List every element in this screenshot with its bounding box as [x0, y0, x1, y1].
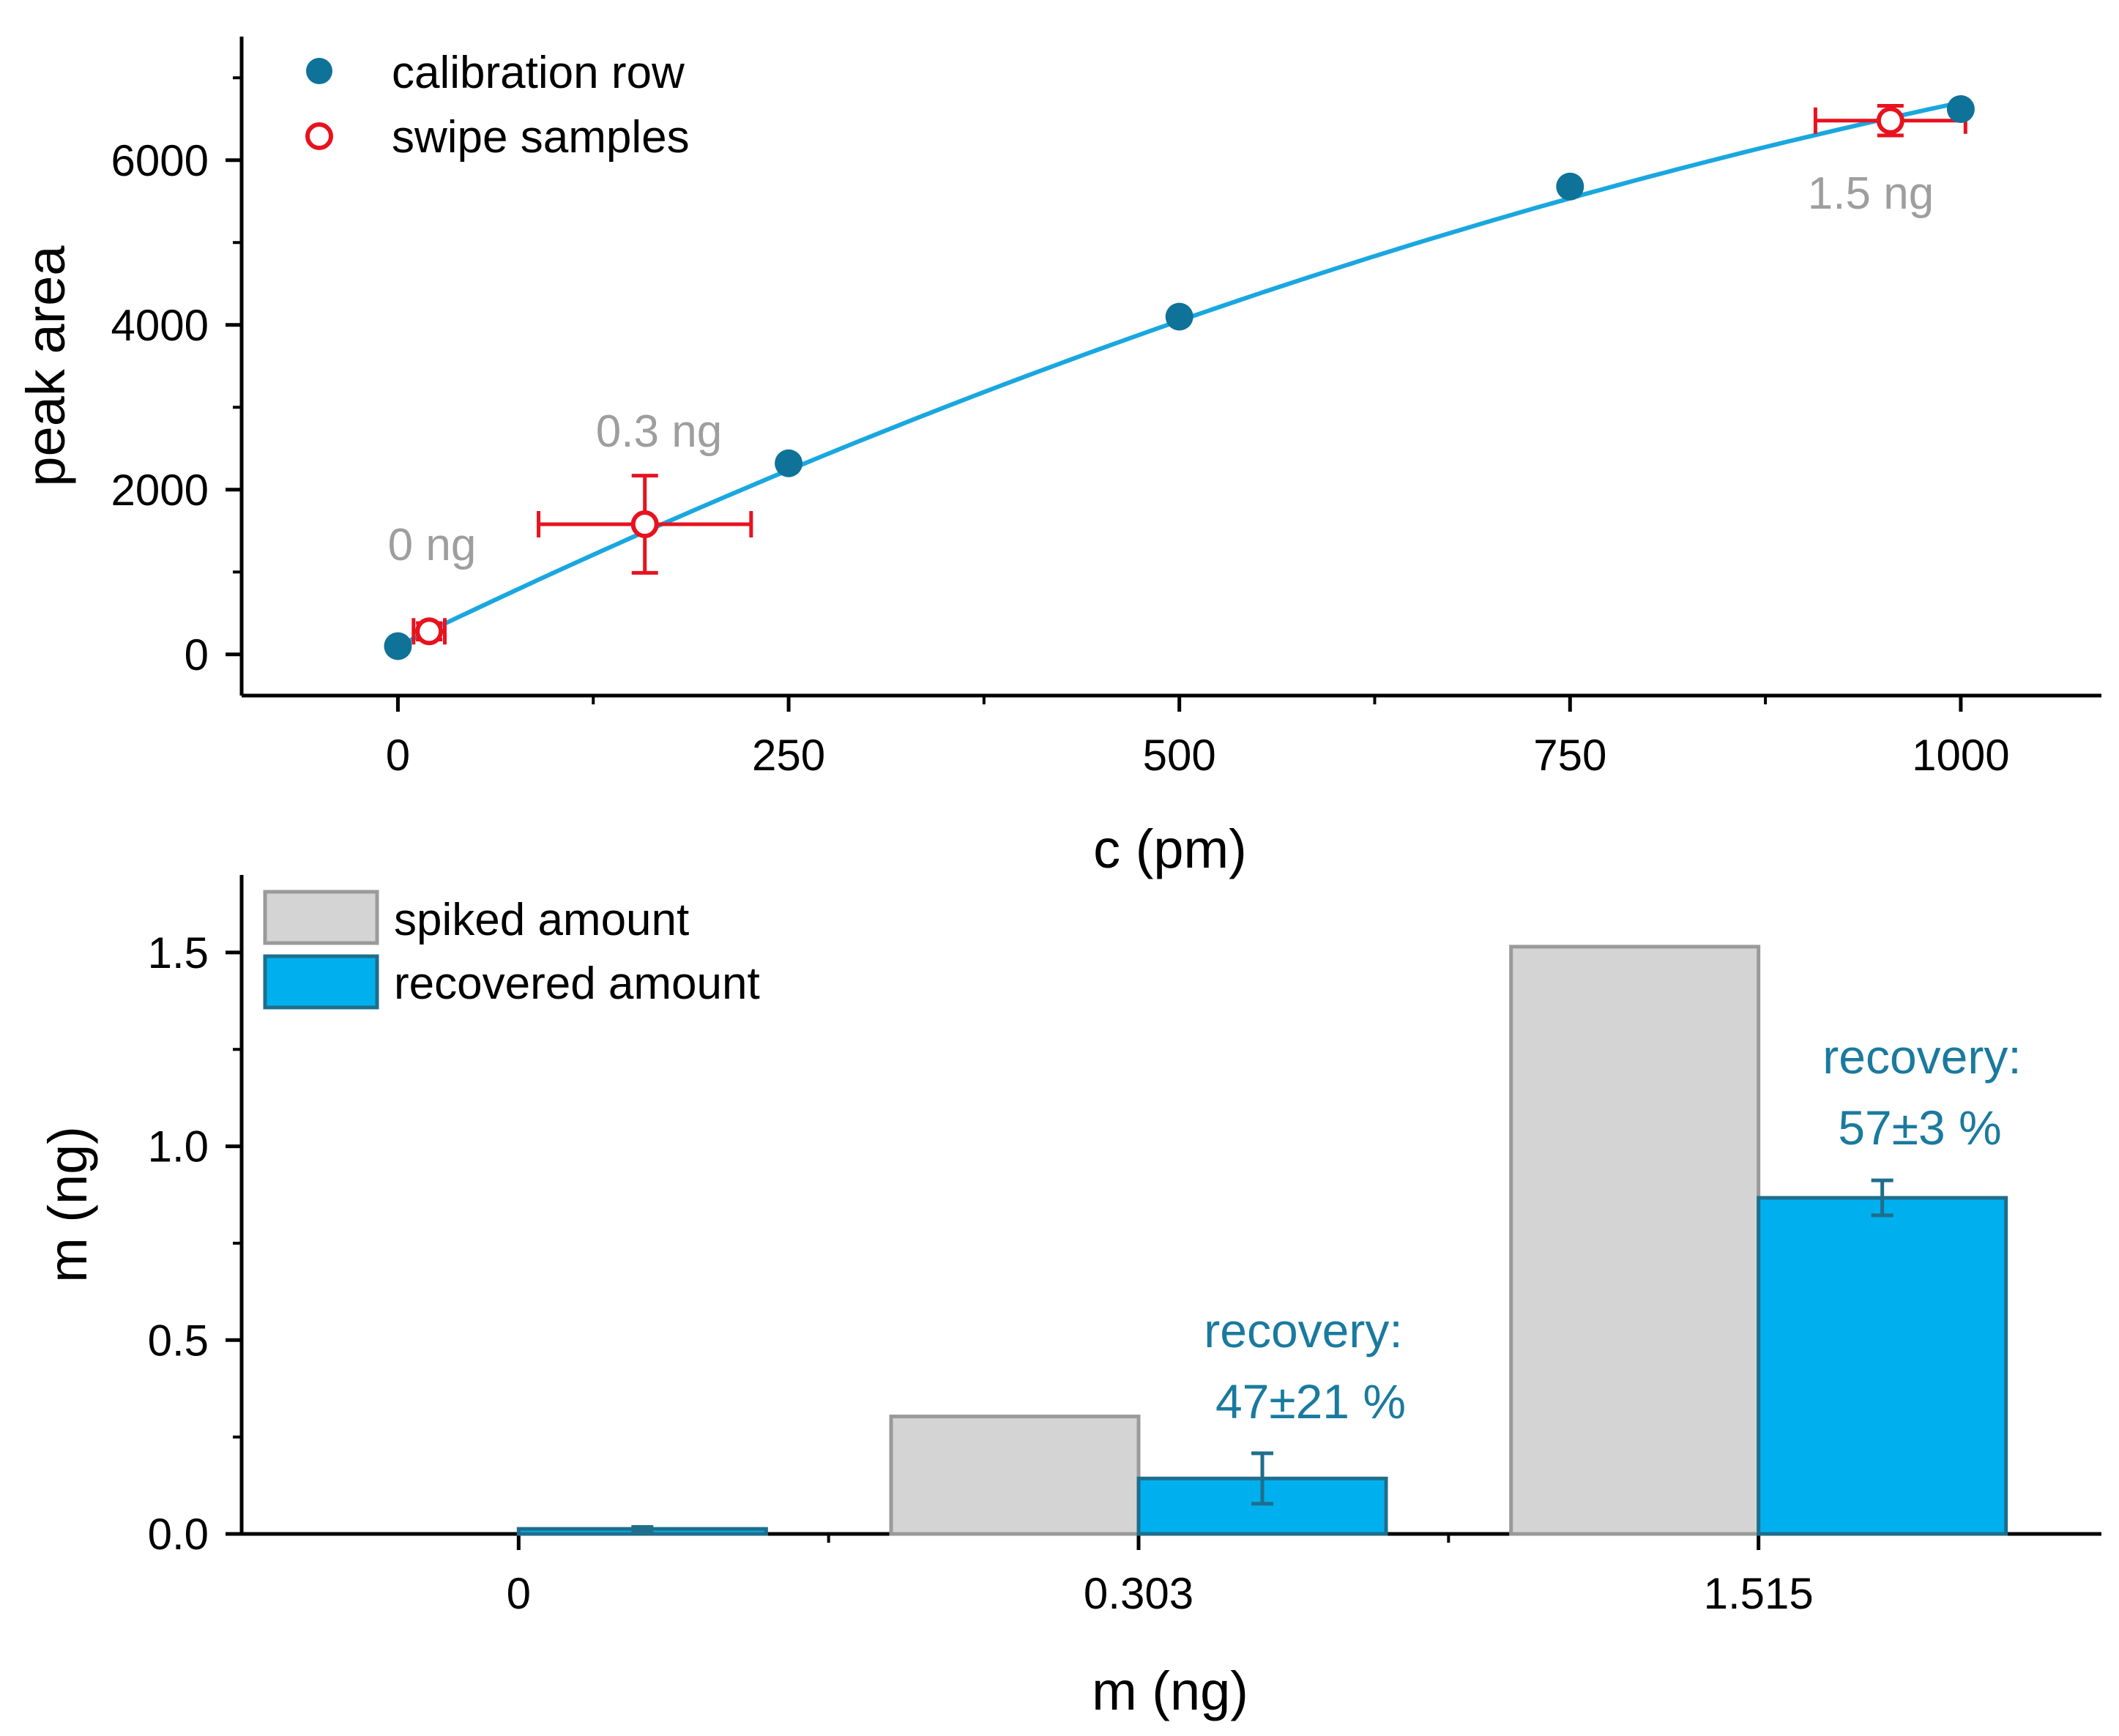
swipe-label-0.3ng: 0.3 ng: [596, 406, 722, 457]
bottom-y-tick-label: 1.0: [148, 1122, 209, 1171]
bar-spiked-amount: [889, 1415, 1141, 1536]
bottom-x-axis-title: m (ng): [1092, 1661, 1248, 1721]
calibration-marks: [384, 95, 1975, 660]
calibration-point: [384, 632, 412, 660]
bottom-y-axis-title: m (ng): [37, 1126, 98, 1283]
legend-swatch-recovered: [263, 954, 379, 1010]
recovery-annotation-2-line1: recovery:: [1822, 1029, 2021, 1084]
recovery-annotation-1-line2: 47±21 %: [1215, 1374, 1406, 1428]
recovery-bars: [516, 945, 2008, 1536]
recovery-annotations: recovery: 47±21 % recovery: 57±3 %: [1204, 1029, 2021, 1428]
bottom-x-tick-label: 0.303: [1084, 1569, 1193, 1618]
recovery-panel: 0 0.303 1.515 0.0 0.5 1.0 1.5 m (ng) m (ng) sp…: [37, 875, 2101, 1721]
swipe-label-1.5ng: 1.5 ng: [1808, 168, 1934, 219]
swipe-sample-point: [630, 510, 659, 538]
bar-recovered-amount: [1757, 1196, 2008, 1536]
recovery-legend: spiked amount recovered amount: [263, 890, 760, 1010]
bottom-y-tick-label: 1.5: [148, 928, 209, 977]
top-x-tick-label: 250: [752, 731, 825, 780]
top-y-tick-label: 0: [185, 630, 209, 679]
calibration-panel: 0 250 500 750 1000 0 2000 4000 6000 c (pm) peak …: [15, 37, 2101, 879]
legend-swatch-spiked: [263, 890, 379, 945]
legend-marker-swipe: [305, 122, 333, 150]
legend-label-spiked: spiked amount: [394, 895, 689, 945]
bottom-x-tick-label: 1.515: [1704, 1569, 1814, 1618]
legend-label-swipe: swipe samples: [392, 112, 690, 163]
swipe-sample-point: [415, 617, 444, 646]
legend-label-recovered: recovered amount: [394, 958, 760, 1009]
calibration-axes: 0 250 500 750 1000 0 2000 4000 6000: [111, 37, 2101, 780]
top-x-tick-label: 500: [1143, 731, 1216, 780]
legend-label-calibration: calibration row: [392, 48, 685, 98]
bottom-x-tick-label: 0: [507, 1569, 531, 1618]
top-y-tick-label: 6000: [111, 136, 209, 185]
top-x-tick-label: 750: [1533, 731, 1606, 780]
recovery-annotation-1-line1: recovery:: [1204, 1303, 1402, 1357]
top-x-tick-label: 1000: [1912, 731, 2009, 780]
calibration-legend: calibration row swipe samples: [305, 48, 690, 163]
top-x-tick-label: 0: [386, 731, 410, 780]
recovery-annotation-2-line2: 57±3 %: [1838, 1100, 2001, 1155]
top-y-axis-title: peak area: [15, 245, 76, 487]
swipe-label-0ng: 0 ng: [388, 520, 477, 570]
calibration-fit-line: [397, 100, 1962, 649]
bar-spiked-amount: [1509, 945, 1761, 1536]
calibration-point: [775, 449, 803, 477]
bottom-y-tick-label: 0.0: [148, 1510, 209, 1559]
top-y-tick-label: 4000: [111, 301, 209, 350]
top-x-axis-title: c (pm): [1093, 819, 1247, 879]
swipe-sample-point: [1876, 106, 1904, 135]
top-y-tick-label: 2000: [111, 466, 209, 515]
calibration-point: [1556, 172, 1584, 201]
bottom-y-tick-label: 0.5: [148, 1316, 209, 1365]
calibration-point: [1946, 95, 1975, 123]
legend-marker-calibration: [306, 58, 332, 84]
calibration-point: [1165, 302, 1193, 331]
swipe-sample-labels: 0 ng 0.3 ng 1.5 ng: [388, 168, 1934, 570]
calibration-fit-curve: [397, 100, 1962, 649]
